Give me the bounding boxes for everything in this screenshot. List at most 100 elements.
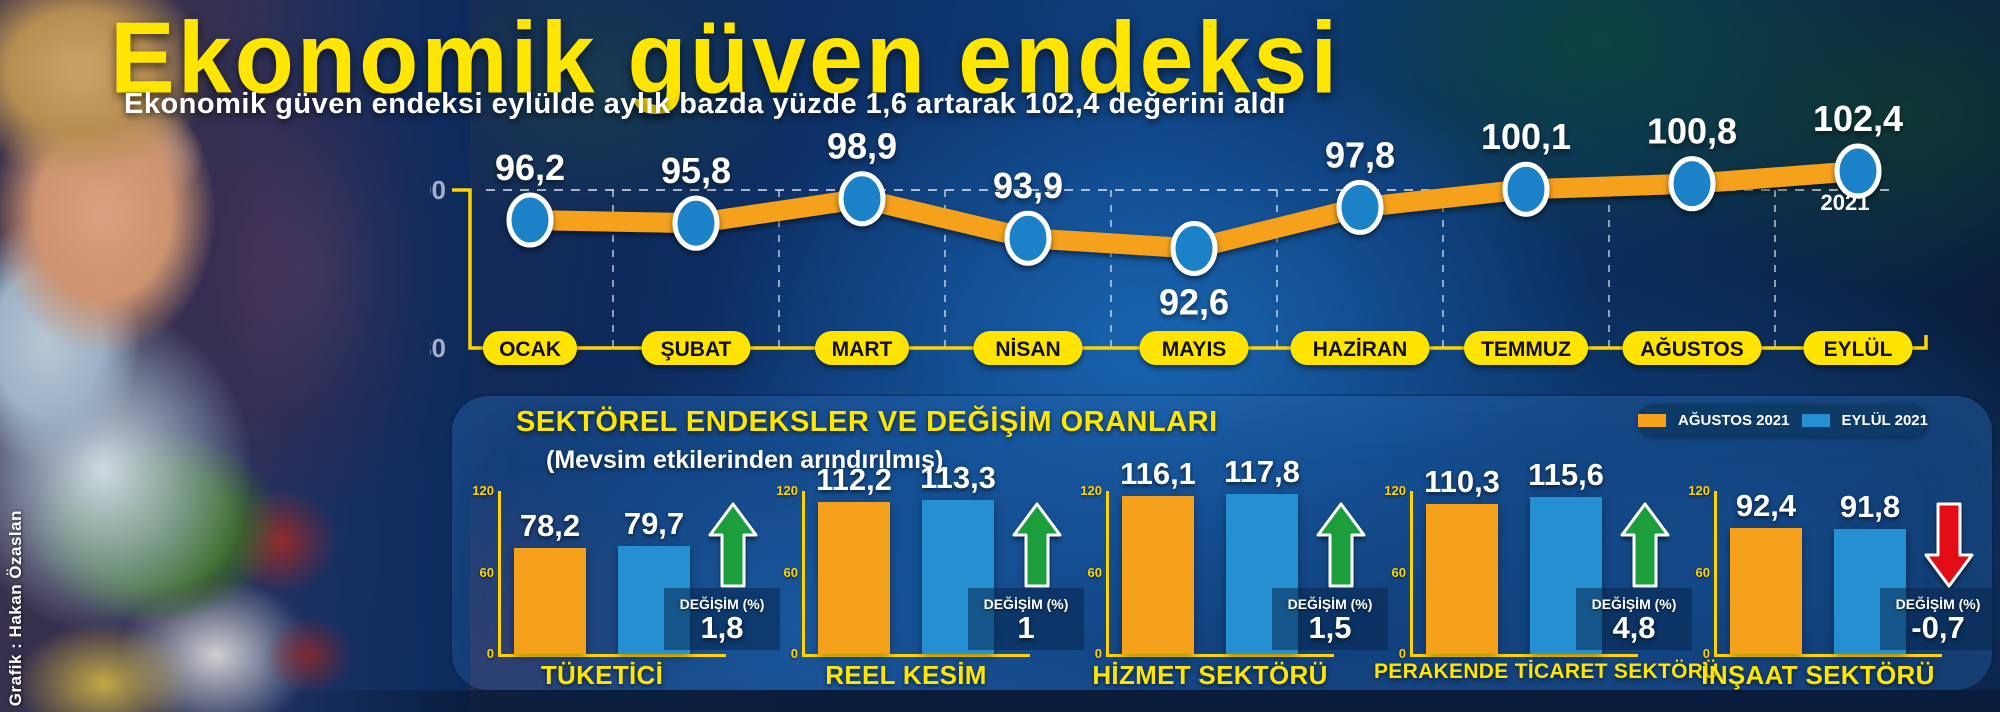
change-value: 4,8 [1612, 609, 1656, 645]
bar-august [514, 548, 586, 654]
change-label: DEĞİŞİM (%) [1591, 595, 1677, 612]
change-box: DEĞİŞİM (%) -0,7 [1880, 588, 1996, 650]
up-arrow-icon [1620, 502, 1670, 588]
bar-y-tick: 60 [1087, 564, 1102, 580]
month-pill-label: ŞUBAT [661, 338, 732, 361]
bar-value-label: 117,8 [1224, 454, 1300, 489]
change-box: DEĞİŞİM (%) 1,8 [664, 588, 780, 650]
y-axis-label: 80 [430, 333, 446, 363]
sector-group-5: 120 60 0 92,4 91,8 DEĞİŞİM (%) -0,7 İNŞAAT SEKT… [1684, 483, 1996, 690]
data-point [1834, 143, 1882, 199]
bar-y-tick: 120 [1080, 483, 1102, 498]
legend: AĞUSTOS 2021 EYLÜL 2021 [1638, 404, 1928, 436]
data-point-label: 95,8 [661, 150, 731, 191]
month-pill [815, 331, 909, 365]
sector-category-label: PERAKENDE TİCARET SEKTÖRÜ [1374, 660, 1719, 683]
month-pill [1290, 331, 1430, 365]
month-pill-label: TEMMUZ [1481, 338, 1571, 361]
up-arrow-icon [1012, 502, 1062, 588]
change-arrow [1620, 502, 1670, 588]
sector-bar-groups: 120 60 0 78,2 79,7 DEĞİŞİM (%) 1,8 TÜKETİCİ 120 6… [460, 454, 1996, 690]
bar-x-axis [802, 654, 1030, 657]
sector-panel: SEKTÖREL ENDEKSLER VE DEĞİŞİM ORANLARI (… [452, 396, 1996, 690]
month-pill [973, 331, 1083, 365]
month-pill-label: MART [832, 338, 893, 361]
bar-august [1730, 528, 1802, 654]
data-point-label: 96,2 [495, 147, 565, 188]
bar-x-axis [1410, 654, 1638, 657]
bar-y-tick: 60 [479, 564, 494, 580]
bar-value-label: 116,1 [1120, 456, 1196, 491]
data-point [1004, 210, 1052, 266]
data-point-label: 102,4 [1813, 98, 1903, 139]
sector-group-4: 120 60 0 110,3 115,6 DEĞİŞİM (%) 4,8 PERAKENDE … [1374, 457, 1718, 688]
month-pill-label: OCAK [499, 338, 561, 361]
change-label: DEĞİŞİM (%) [1895, 595, 1981, 612]
bar-value-label: 92,4 [1735, 488, 1797, 523]
bar-y-axis [1410, 491, 1413, 654]
change-value: 1 [1017, 609, 1035, 645]
bar-august [1122, 496, 1194, 654]
bar-y-tick: 0 [1094, 646, 1102, 661]
sector-category-label: TÜKETİCİ [540, 660, 664, 690]
data-point [1170, 220, 1218, 276]
change-box: DEĞİŞİM (%) 1,5 [1272, 588, 1388, 650]
month-pill-label: MAYIS [1162, 338, 1227, 361]
bar-y-tick: 0 [1702, 646, 1710, 661]
bar-y-tick: 120 [472, 483, 494, 498]
change-label: DEĞİŞİM (%) [679, 595, 765, 612]
bar-value-label: 113,3 [920, 460, 996, 495]
bar-y-axis [1714, 491, 1717, 654]
bar-value-label: 91,8 [1839, 489, 1901, 524]
month-pill [1464, 331, 1588, 365]
data-point [838, 171, 886, 227]
page-title: Ekonomik güven endeksi [110, 1, 1341, 115]
bar-y-tick: 60 [1391, 564, 1406, 580]
bar-x-axis [1714, 654, 1942, 657]
bar-value-label: 78,2 [519, 508, 581, 543]
bar-value-label: 79,7 [623, 506, 685, 541]
bar-y-axis [498, 491, 501, 654]
change-arrow [1316, 502, 1366, 588]
up-arrow-icon [1316, 502, 1366, 588]
bar-y-tick: 60 [783, 564, 798, 580]
bar-y-tick: 120 [1688, 483, 1710, 498]
legend-swatch [1638, 413, 1667, 427]
axis [452, 188, 1928, 350]
bar-y-tick: 120 [776, 483, 798, 498]
up-arrow-icon [708, 502, 758, 588]
y-axis-label: 100 [430, 175, 446, 205]
bar-y-tick: 60 [1695, 564, 1710, 580]
change-value: -0,7 [1911, 609, 1965, 645]
legend-label: AĞUSTOS 2021 [1678, 411, 1790, 429]
sector-category-label: HİZMET SEKTÖRÜ [1092, 660, 1328, 690]
sector-group-2: 120 60 0 112,2 113,3 DEĞİŞİM (%) 1 REEL KESİM [772, 460, 1084, 690]
down-arrow-icon [1924, 502, 1974, 588]
page-subtitle: Ekonomik güven endeksi eylülde aylık baz… [124, 88, 1286, 120]
change-label: DEĞİŞİM (%) [983, 595, 1069, 612]
change-box: DEĞİŞİM (%) 4,8 [1576, 588, 1692, 650]
data-point [1502, 161, 1550, 217]
sector-group-3: 120 60 0 116,1 117,8 DEĞİŞİM (%) 1,5 HİZMET SEK… [1076, 454, 1388, 690]
bar-value-label: 112,2 [816, 462, 892, 497]
bar-value-label: 110,3 [1424, 464, 1500, 499]
data-point-label: 93,9 [993, 165, 1063, 206]
data-point [672, 195, 720, 251]
sector-category-label: REEL KESİM [825, 660, 987, 690]
data-point-label: 100,8 [1647, 111, 1737, 152]
data-point-label: 98,9 [827, 126, 897, 167]
month-pill-label: AĞUSTOS [1640, 337, 1743, 361]
legend-label: EYLÜL 2021 [1841, 411, 1928, 429]
bottom-strip [0, 690, 2000, 712]
bar-value-label: 115,6 [1528, 457, 1604, 492]
data-point [1336, 179, 1384, 235]
bar-y-axis [1106, 491, 1109, 654]
data-point-label: 100,1 [1481, 116, 1571, 157]
bar-august [1426, 504, 1498, 654]
change-label: DEĞİŞİM (%) [1287, 595, 1373, 612]
bar-august [818, 502, 890, 654]
change-value: 1,5 [1308, 609, 1352, 645]
month-pill [1139, 331, 1249, 365]
month-pill-label: HAZİRAN [1313, 338, 1408, 361]
year-annotation: 2021 [1821, 190, 1870, 215]
